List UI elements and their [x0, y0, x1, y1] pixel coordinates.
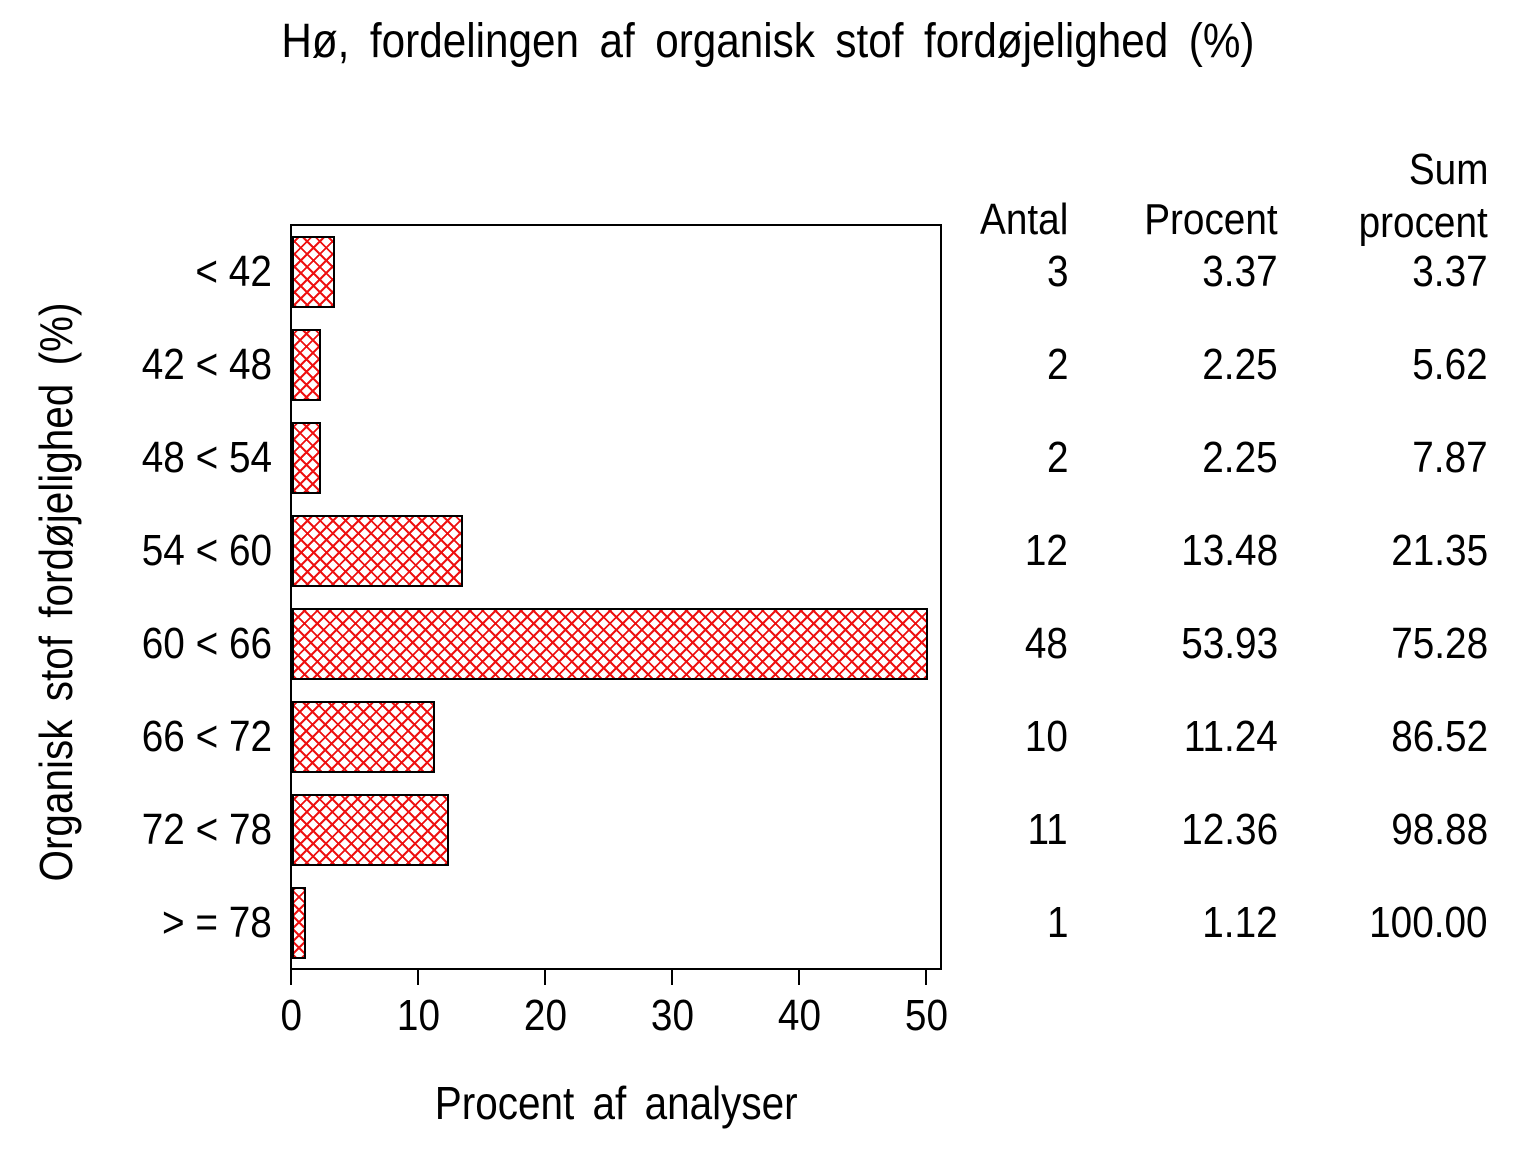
table-cell-procent-3: 13.48 — [1181, 525, 1278, 575]
x-tick-5 — [925, 970, 927, 985]
bar-1 — [292, 329, 321, 401]
table-cell-antal-2: 2 — [1046, 432, 1068, 482]
y-tick-label-2: 48 < 54 — [141, 432, 272, 482]
bar-4 — [292, 608, 928, 680]
table-cell-sum-4: 75.28 — [1391, 618, 1488, 668]
table-cell-sum-3: 21.35 — [1391, 525, 1488, 575]
x-tick-1 — [417, 970, 419, 985]
table-cell-antal-1: 2 — [1046, 339, 1068, 389]
x-tick-0 — [290, 970, 292, 985]
table-cell-procent-5: 11.24 — [1183, 711, 1278, 761]
table-cell-sum-0: 3.37 — [1412, 246, 1488, 296]
x-tick-label-5: 50 — [904, 991, 948, 1040]
table-cell-sum-7: 100.00 — [1369, 897, 1488, 947]
plot-area — [290, 224, 942, 970]
bar-7 — [292, 887, 306, 959]
table-cell-procent-7: 1.12 — [1202, 897, 1278, 947]
table-cell-procent-0: 3.37 — [1202, 246, 1278, 296]
x-axis-title-text: Procent af analyser — [434, 1077, 798, 1129]
table-cell-procent-2: 2.25 — [1202, 432, 1278, 482]
x-tick-label-3: 30 — [650, 991, 694, 1040]
bar-5 — [292, 701, 435, 773]
bar-0 — [292, 236, 335, 308]
y-tick-label-0: < 42 — [195, 246, 272, 296]
y-tick-label-5: 66 < 72 — [141, 711, 272, 761]
table-header-procent: Procent — [1144, 195, 1278, 244]
table-cell-sum-5: 86.52 — [1391, 711, 1488, 761]
y-tick-label-7: > = 78 — [162, 897, 272, 947]
table-cell-antal-4: 48 — [1024, 618, 1068, 668]
y-tick-label-1: 42 < 48 — [141, 339, 272, 389]
chart-title: Hø, fordelingen af organisk stof fordøje… — [0, 14, 1536, 70]
bar-3 — [292, 515, 463, 587]
table-cell-procent-1: 2.25 — [1202, 339, 1278, 389]
table-cell-antal-5: 10 — [1024, 711, 1068, 761]
table-cell-procent-6: 12.36 — [1181, 804, 1278, 854]
x-tick-3 — [671, 970, 673, 985]
x-tick-label-1: 10 — [396, 991, 440, 1040]
table-cell-sum-6: 98.88 — [1391, 804, 1488, 854]
table-cell-antal-0: 3 — [1046, 246, 1068, 296]
x-tick-label-4: 40 — [777, 991, 821, 1040]
bar-2 — [292, 422, 321, 494]
table-header-antal: Antal — [979, 195, 1068, 244]
table-cell-procent-4: 53.93 — [1181, 618, 1278, 668]
table-cell-sum-1: 5.62 — [1412, 339, 1488, 389]
y-axis-title-text: Organisk stof fordøjelighed (%) — [30, 302, 82, 882]
x-tick-label-2: 20 — [523, 991, 567, 1040]
x-tick-4 — [798, 970, 800, 985]
chart-title-text: Hø, fordelingen af organisk stof fordøje… — [281, 15, 1255, 68]
y-tick-label-3: 54 < 60 — [141, 525, 272, 575]
table-cell-sum-2: 7.87 — [1412, 432, 1488, 482]
x-axis-title: Procent af analyser — [316, 1078, 916, 1128]
table-header-sum-line1: Sum — [1408, 145, 1488, 194]
x-tick-label-0: 0 — [280, 991, 302, 1040]
table-cell-antal-3: 12 — [1024, 525, 1068, 575]
y-tick-label-6: 72 < 78 — [141, 804, 272, 854]
table-cell-antal-6: 11 — [1027, 804, 1068, 854]
y-tick-label-4: 60 < 66 — [141, 618, 272, 668]
table-cell-antal-7: 1 — [1046, 897, 1068, 947]
table-header-sum-line2: procent — [1358, 198, 1488, 247]
table-header-sum-procent: Sum procent — [1300, 143, 1488, 249]
bar-6 — [292, 794, 449, 866]
x-tick-2 — [544, 970, 546, 985]
